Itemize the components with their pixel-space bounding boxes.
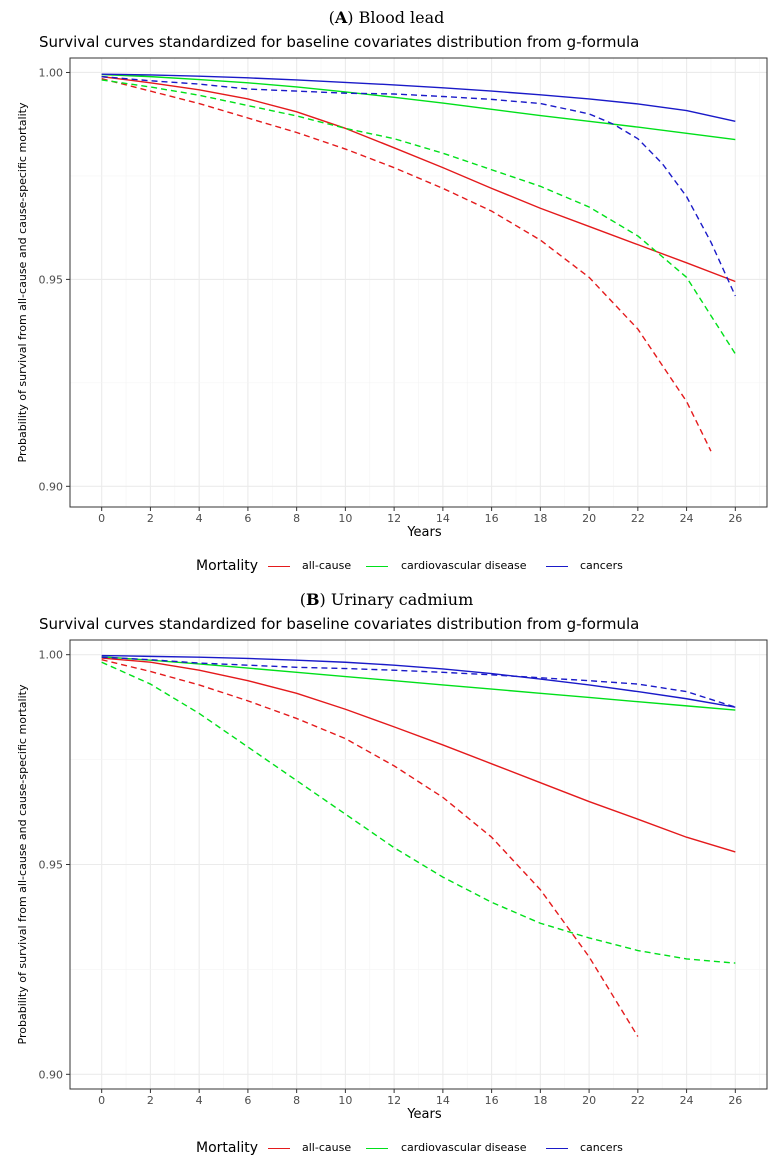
legend-label-cancers: cancers	[580, 1141, 623, 1154]
chart-title: Survival curves standardized for baselin…	[39, 615, 640, 633]
legend-title: Mortality	[196, 558, 259, 574]
legend-swatch-all-cause	[268, 566, 290, 567]
series-line-cancers-solid	[101, 654, 736, 708]
panel-title: (A) Blood lead	[328, 8, 445, 27]
series-line-cancers-dashed	[101, 75, 736, 297]
x-tick-label: 22	[631, 512, 645, 525]
x-tick-label: 22	[631, 1094, 645, 1107]
panel-subtitle: Blood lead	[358, 8, 445, 27]
x-axis-label: Years	[406, 1107, 442, 1122]
x-tick-label: 14	[436, 1094, 450, 1107]
legend-label-all-cause: all-cause	[302, 1141, 352, 1154]
panel-b: (B) Urinary cadmium Survival curves stan…	[0, 582, 773, 1164]
y-tick-label: 1.00	[39, 649, 64, 662]
series-line-cardiovascular-disease-solid	[101, 73, 736, 141]
y-tick-label: 0.95	[39, 273, 64, 286]
x-tick-label: 0	[98, 512, 105, 525]
legend-label-all-cause: all-cause	[302, 559, 352, 572]
series-line-cardiovascular-disease-dashed	[101, 661, 736, 964]
series-lines	[101, 654, 736, 1037]
panel-subtitle: Urinary cadmium	[330, 590, 474, 609]
y-axis-label: Probability of survival from all-cause a…	[16, 102, 29, 462]
x-tick-label: 10	[338, 512, 352, 525]
series-line-cardiovascular-disease-dashed	[101, 79, 736, 355]
series-line-all-cause-dashed	[101, 78, 712, 452]
survival-chart-urinary-cadmium: 0 2 4 6 8 10 12 14 16 18 20 22 24 260.900.951.00Years…	[16, 639, 768, 1122]
x-tick-label: 4	[196, 1094, 203, 1107]
x-axis-label: Years	[406, 525, 442, 540]
legend: Mortality all-cause cardiovascular disea…	[0, 554, 773, 576]
legend-swatch-cancers	[546, 566, 568, 567]
x-tick-label: 18	[533, 1094, 547, 1107]
plot-border	[69, 57, 768, 508]
legend: Mortality all-cause cardiovascular disea…	[0, 1136, 773, 1158]
panel-label: B	[306, 590, 320, 609]
series-line-cardiovascular-disease-solid	[101, 656, 736, 711]
y-tick-label: 1.00	[39, 66, 64, 79]
legend-label-cardiovascular: cardiovascular disease	[401, 1141, 527, 1154]
series-lines	[101, 73, 736, 452]
legend-swatch-cardiovascular	[366, 566, 388, 567]
x-tick-label: 6	[244, 512, 251, 525]
legend-swatch-all-cause	[268, 1148, 290, 1149]
gridlines	[70, 58, 767, 507]
legend-label-cardiovascular: cardiovascular disease	[401, 559, 527, 572]
chart-title: Survival curves standardized for baselin…	[39, 33, 640, 51]
series-line-cancers-solid	[101, 73, 736, 123]
x-tick-label: 24	[680, 512, 694, 525]
series-line-all-cause-dashed	[101, 659, 639, 1037]
series-line-cancers-dashed	[101, 656, 736, 708]
x-tick-label: 24	[680, 1094, 694, 1107]
x-tick-label: 16	[485, 512, 499, 525]
x-tick-label: 0	[98, 1094, 105, 1107]
panel-label: A	[334, 8, 348, 27]
x-tick-label: 16	[485, 1094, 499, 1107]
x-tick-label: 6	[244, 1094, 251, 1107]
legend-label-cancers: cancers	[580, 559, 623, 572]
y-tick-label: 0.90	[39, 1068, 64, 1081]
panel-title: (B) Urinary cadmium	[299, 590, 474, 609]
x-tick-label: 2	[147, 512, 154, 525]
x-tick-label: 8	[293, 512, 300, 525]
x-tick-label: 12	[387, 512, 401, 525]
series-line-all-cause-solid	[101, 75, 736, 283]
legend-swatch-cardiovascular	[366, 1148, 388, 1149]
x-tick-label: 20	[582, 1094, 596, 1107]
x-tick-label: 4	[196, 512, 203, 525]
x-tick-label: 14	[436, 512, 450, 525]
x-tick-label: 2	[147, 1094, 154, 1107]
x-tick-label: 26	[728, 1094, 742, 1107]
legend-swatch-cancers	[546, 1148, 568, 1149]
legend-title: Mortality	[196, 1140, 259, 1156]
x-tick-label: 10	[338, 1094, 352, 1107]
x-tick-label: 26	[728, 512, 742, 525]
y-tick-label: 0.90	[39, 480, 64, 493]
y-tick-label: 0.95	[39, 859, 64, 872]
y-axis-label: Probability of survival from all-cause a…	[16, 684, 29, 1044]
x-tick-label: 20	[582, 512, 596, 525]
x-tick-label: 12	[387, 1094, 401, 1107]
x-tick-label: 8	[293, 1094, 300, 1107]
survival-chart-blood-lead: 0 2 4 6 8 10 12 14 16 18 20 22 24 260.900.951.00Years…	[16, 57, 768, 540]
x-tick-label: 18	[533, 512, 547, 525]
panel-a: (A) Blood lead Survival curves standardi…	[0, 8, 773, 576]
gridlines	[70, 640, 767, 1089]
series-line-all-cause-solid	[101, 657, 736, 853]
